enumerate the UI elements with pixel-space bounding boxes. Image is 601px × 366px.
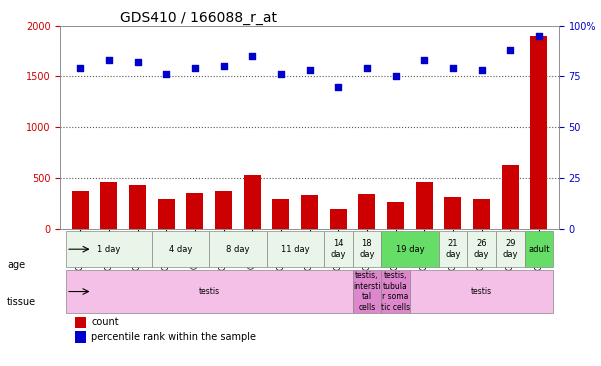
Bar: [381, 231, 439, 268]
Bar: [129, 185, 146, 229]
Point: [305, 67, 314, 73]
Text: 11 day: 11 day: [281, 245, 310, 254]
Point: [190, 66, 200, 71]
Point: [276, 71, 285, 77]
Bar: [66, 231, 152, 268]
Point: [248, 53, 257, 59]
Text: count: count: [91, 317, 118, 328]
Bar: [353, 270, 381, 313]
Text: 1 day: 1 day: [97, 245, 121, 254]
Bar: [415, 182, 433, 229]
Text: 19 day: 19 day: [395, 245, 424, 254]
Bar: [66, 270, 353, 313]
Bar: [439, 231, 467, 268]
Point: [334, 84, 343, 90]
Bar: [329, 209, 347, 229]
Bar: [266, 231, 324, 268]
Bar: [496, 231, 525, 268]
Bar: [215, 191, 232, 229]
Text: 18
day: 18 day: [359, 239, 374, 259]
Text: GDS410 / 166088_r_at: GDS410 / 166088_r_at: [120, 11, 277, 25]
Point: [505, 47, 515, 53]
Text: 14
day: 14 day: [331, 239, 346, 259]
Bar: [381, 270, 410, 313]
Point: [133, 59, 142, 65]
Text: testis: testis: [471, 287, 492, 296]
Text: tissue: tissue: [7, 297, 36, 307]
Point: [362, 66, 371, 71]
Point: [477, 67, 486, 73]
Point: [419, 57, 429, 63]
Text: 4 day: 4 day: [169, 245, 192, 254]
Bar: [473, 199, 490, 229]
Point: [391, 74, 400, 79]
Text: testis,
intersti
tal
cells: testis, intersti tal cells: [353, 272, 380, 311]
Text: testis: testis: [198, 287, 220, 296]
Bar: [301, 195, 318, 229]
Bar: [209, 231, 266, 268]
Bar: [502, 165, 519, 229]
Text: 8 day: 8 day: [226, 245, 249, 254]
Bar: [157, 199, 175, 229]
Bar: [75, 317, 86, 328]
Text: 26
day: 26 day: [474, 239, 489, 259]
Point: [75, 66, 85, 71]
Point: [534, 33, 544, 39]
Bar: [387, 202, 404, 229]
Bar: [75, 331, 86, 343]
Point: [448, 66, 458, 71]
Point: [104, 57, 114, 63]
Text: 29
day: 29 day: [502, 239, 518, 259]
Bar: [72, 191, 89, 229]
Bar: [525, 231, 553, 268]
Bar: [353, 231, 381, 268]
Bar: [410, 270, 553, 313]
Bar: [324, 231, 353, 268]
Bar: [272, 199, 290, 229]
Bar: [152, 231, 209, 268]
Bar: [467, 231, 496, 268]
Bar: [100, 182, 117, 229]
Bar: [243, 175, 261, 229]
Text: percentile rank within the sample: percentile rank within the sample: [91, 332, 256, 342]
Bar: [444, 197, 462, 229]
Bar: [186, 193, 204, 229]
Bar: [358, 194, 376, 229]
Text: 21
day: 21 day: [445, 239, 460, 259]
Text: testis,
tubula
r soma
tic cells: testis, tubula r soma tic cells: [381, 272, 410, 311]
Bar: [530, 36, 548, 229]
Point: [161, 71, 171, 77]
Point: [219, 63, 228, 69]
Text: age: age: [7, 260, 25, 270]
Text: adult: adult: [528, 245, 549, 254]
